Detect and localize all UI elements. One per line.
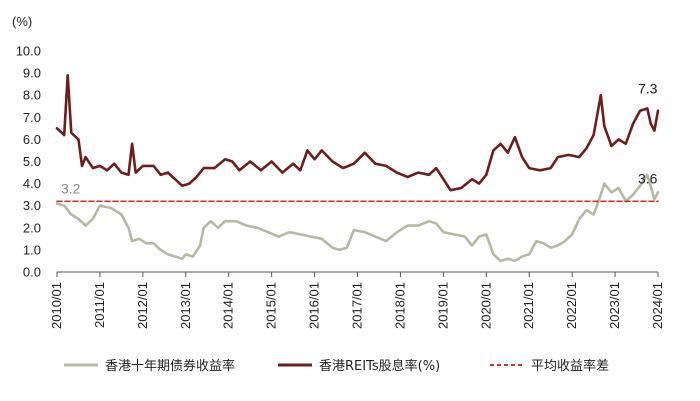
x-tick-label: 2022/01 bbox=[564, 282, 579, 329]
y-tick-label: 9.0 bbox=[23, 66, 41, 81]
y-tick-label: 6.0 bbox=[23, 132, 41, 147]
x-tick-label: 2012/01 bbox=[135, 282, 150, 329]
annotation-average-spread-value: 3.2 bbox=[61, 180, 81, 196]
series-layer bbox=[55, 74, 660, 263]
x-tick-label: 2017/01 bbox=[350, 282, 365, 329]
legend-label-hk-reits-dividend-yield: 香港REITs股息率(%) bbox=[319, 358, 440, 374]
x-tick-label: 2020/01 bbox=[478, 282, 493, 329]
y-tick-label: 10.0 bbox=[16, 44, 41, 59]
x-tick-label: 2024/01 bbox=[650, 282, 665, 329]
x-tick-label: 2014/01 bbox=[221, 282, 236, 329]
x-tick-label: 2016/01 bbox=[307, 282, 322, 329]
y-tick-label: 2.0 bbox=[23, 220, 41, 235]
y-tick-label: 0.0 bbox=[23, 265, 41, 280]
y-tick-label: 5.0 bbox=[23, 154, 41, 169]
legend-item-average-yield-spread: 平均收益率差 bbox=[490, 358, 609, 374]
y-tick-label: 1.0 bbox=[23, 242, 41, 257]
x-tick-label: 2010/01 bbox=[49, 282, 64, 329]
x-tick-label: 2023/01 bbox=[607, 282, 622, 329]
x-tick-label: 2011/01 bbox=[92, 282, 107, 328]
legend-label-hk-10y-bond-yield: 香港十年期债券收益率 bbox=[105, 358, 235, 374]
x-tick-label: 2019/01 bbox=[435, 282, 450, 329]
y-tick-label: 8.0 bbox=[23, 88, 41, 103]
x-tick-label: 2018/01 bbox=[392, 282, 407, 329]
legend-item-hk-reits-dividend-yield: 香港REITs股息率(%) bbox=[278, 358, 440, 374]
y-axis-ticks: 0.0 1.0 2.0 3.0 4.0 5.0 6.0 7.0 8.0 9.0 10.0 bbox=[16, 44, 41, 280]
y-axis-unit-label: (%) bbox=[12, 14, 32, 29]
legend: 香港十年期债券收益率 香港REITs股息率(%) 平均收益率差 bbox=[64, 358, 609, 374]
annotation-bond-latest-value: 3.6 bbox=[638, 170, 658, 186]
y-tick-label: 4.0 bbox=[23, 176, 41, 191]
legend-item-hk-10y-bond-yield: 香港十年期债券收益率 bbox=[64, 358, 235, 374]
x-tick-label: 2021/01 bbox=[521, 282, 536, 329]
x-tick-label: 2013/01 bbox=[178, 282, 193, 329]
legend-label-average-yield-spread: 平均收益率差 bbox=[531, 358, 609, 374]
y-tick-label: 7.0 bbox=[23, 110, 41, 125]
annotations-layer: 3.2 7.3 3.6 bbox=[61, 81, 658, 197]
series-line-hk-reits-dividend-yield bbox=[55, 74, 660, 192]
x-axis: 2010/01 2011/01 2012/01 2013/01 2014/01 2015/… bbox=[49, 271, 665, 329]
x-tick-label: 2015/01 bbox=[264, 282, 279, 329]
series-line-hk-10y-bond-yield bbox=[55, 173, 660, 263]
y-tick-label: 3.0 bbox=[23, 198, 41, 213]
annotation-reits-latest-value: 7.3 bbox=[638, 81, 658, 97]
